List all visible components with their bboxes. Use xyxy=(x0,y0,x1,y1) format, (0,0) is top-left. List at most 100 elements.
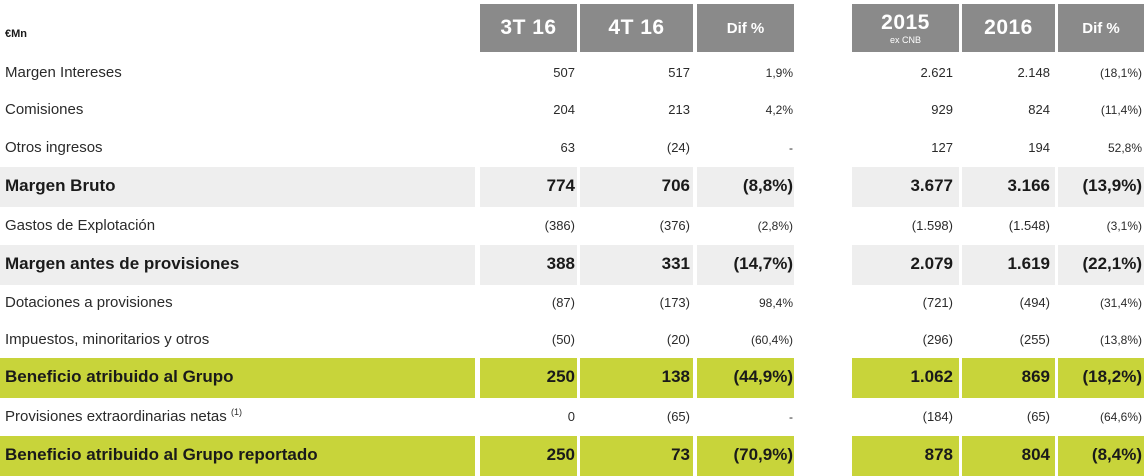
value-2016: (65) xyxy=(1026,409,1050,424)
row-background xyxy=(580,167,693,207)
footnote-marker: (1) xyxy=(230,407,242,417)
header-label: 2015 xyxy=(881,10,930,34)
value-4t16: (173) xyxy=(659,295,690,310)
row-label-text: Margen antes de provisiones xyxy=(5,254,240,273)
value-2016: 804 xyxy=(1021,445,1050,464)
value-2016: (255) xyxy=(1019,332,1050,347)
value-dif-year: (31,4%) xyxy=(1099,296,1142,310)
row-label: Otros ingresos xyxy=(5,139,103,156)
row-background xyxy=(1058,436,1144,476)
value-dif-year: (8,4%) xyxy=(1091,445,1142,464)
header-2015: 2015 ex CNB xyxy=(852,4,959,52)
header-2016: 2016 xyxy=(962,4,1055,52)
value-dif-quarter: 98,4% xyxy=(758,296,793,310)
row-background xyxy=(852,358,959,398)
value-dif-quarter: (44,9%) xyxy=(733,367,793,386)
value-3t16: (87) xyxy=(551,295,575,310)
row-background xyxy=(480,245,577,285)
value-dif-quarter: 1,9% xyxy=(765,66,793,80)
value-3t16: 63 xyxy=(560,140,575,155)
value-2015: 127 xyxy=(931,140,953,155)
value-4t16: 213 xyxy=(668,102,690,117)
row-label: Beneficio atribuido al Grupo reportado xyxy=(5,445,318,465)
value-4t16: (24) xyxy=(666,140,690,155)
row-background xyxy=(1058,245,1144,285)
header-dif-quarter: Dif % xyxy=(697,4,794,52)
header-label: 4T 16 xyxy=(608,16,665,39)
value-2016: 869 xyxy=(1021,367,1050,386)
value-dif-quarter: (70,9%) xyxy=(733,445,793,464)
row-background xyxy=(0,167,475,207)
row-label: Gastos de Explotación xyxy=(5,217,155,234)
row-background xyxy=(697,358,794,398)
value-dif-quarter: (8,8%) xyxy=(742,176,793,195)
header-label: Dif % xyxy=(1082,19,1120,37)
header-label: 3T 16 xyxy=(500,16,557,39)
row-label-text: Gastos de Explotación xyxy=(5,217,156,234)
row-background xyxy=(480,167,577,207)
value-2015: 929 xyxy=(931,102,953,117)
row-background xyxy=(0,358,475,398)
header-label: Dif % xyxy=(726,19,765,37)
value-4t16: 331 xyxy=(661,254,690,273)
value-2016: 194 xyxy=(1028,140,1050,155)
table-header: €Mn 3T 16 4T 16 Dif % 2015 ex CNB 2016 D… xyxy=(0,0,1147,56)
row-label-text: Impuestos, minoritarios y otros xyxy=(5,331,210,348)
value-dif-year: (18,1%) xyxy=(1099,66,1142,80)
row-label: Comisiones xyxy=(5,101,83,118)
value-4t16: 73 xyxy=(671,445,690,464)
value-dif-quarter: (2,8%) xyxy=(757,219,793,233)
row-background xyxy=(962,436,1055,476)
value-3t16: 204 xyxy=(553,102,575,117)
row-label-text: Provisiones extraordinarias netas xyxy=(5,408,227,425)
value-2016: 824 xyxy=(1028,102,1050,117)
row-label-text: Beneficio atribuido al Grupo reportado xyxy=(5,445,318,464)
row-label-text: Comisiones xyxy=(5,101,84,118)
value-3t16: 507 xyxy=(553,65,575,80)
table-row: Gastos de Explotación (386) (376) (2,8%) (1.… xyxy=(0,206,1147,244)
value-4t16: (65) xyxy=(666,409,690,424)
header-label: 2016 xyxy=(984,16,1033,39)
value-dif-year: (11,4%) xyxy=(1100,103,1142,117)
value-2016: (1.548) xyxy=(1008,218,1050,233)
row-background xyxy=(480,358,577,398)
value-2015: (296) xyxy=(922,332,953,347)
value-3t16: (386) xyxy=(544,218,575,233)
value-3t16: 0 xyxy=(567,409,575,424)
value-2015: (1.598) xyxy=(911,218,953,233)
value-2015: 878 xyxy=(924,445,953,464)
header-dif-year: Dif % xyxy=(1058,4,1144,52)
value-dif-quarter: 4,2% xyxy=(765,103,793,117)
value-dif-year: (13,8%) xyxy=(1099,333,1142,347)
table-row: Comisiones 204 213 4,2% 929 824 (11,4%) xyxy=(0,90,1147,128)
row-background xyxy=(852,436,959,476)
value-dif-quarter: - xyxy=(789,141,793,155)
table-row: Margen antes de provisiones 388 331 (14,7%)… xyxy=(0,245,1147,285)
row-label: Beneficio atribuido al Grupo xyxy=(5,367,234,387)
value-4t16: (376) xyxy=(659,218,690,233)
table-row: Beneficio atribuido al Grupo reportado 25… xyxy=(0,436,1147,476)
row-background xyxy=(697,436,794,476)
value-2015: 1.062 xyxy=(910,367,953,386)
row-label-text: Margen Bruto xyxy=(5,176,116,195)
row-label: Margen antes de provisiones xyxy=(5,254,239,274)
table-row: Otros ingresos 63 (24) - 127 194 52,8% xyxy=(0,128,1147,166)
header-4t16: 4T 16 xyxy=(580,4,693,52)
row-background xyxy=(580,245,693,285)
value-dif-year: (3,1%) xyxy=(1106,219,1142,233)
value-2016: 1.619 xyxy=(1007,254,1050,273)
row-label-text: Beneficio atribuido al Grupo xyxy=(5,367,234,386)
value-2016: (494) xyxy=(1019,295,1050,310)
value-dif-year: (18,2%) xyxy=(1082,367,1142,386)
row-background xyxy=(962,167,1055,207)
row-background xyxy=(580,436,693,476)
row-background xyxy=(1058,358,1144,398)
value-4t16: 517 xyxy=(668,65,690,80)
row-background xyxy=(697,167,794,207)
row-label-text: Margen Intereses xyxy=(5,64,122,81)
table-row: Provisiones extraordinarias netas (1) 0 (6… xyxy=(0,397,1147,435)
value-dif-quarter: (14,7%) xyxy=(733,254,793,273)
row-background xyxy=(0,436,475,476)
header-3t16: 3T 16 xyxy=(480,4,577,52)
